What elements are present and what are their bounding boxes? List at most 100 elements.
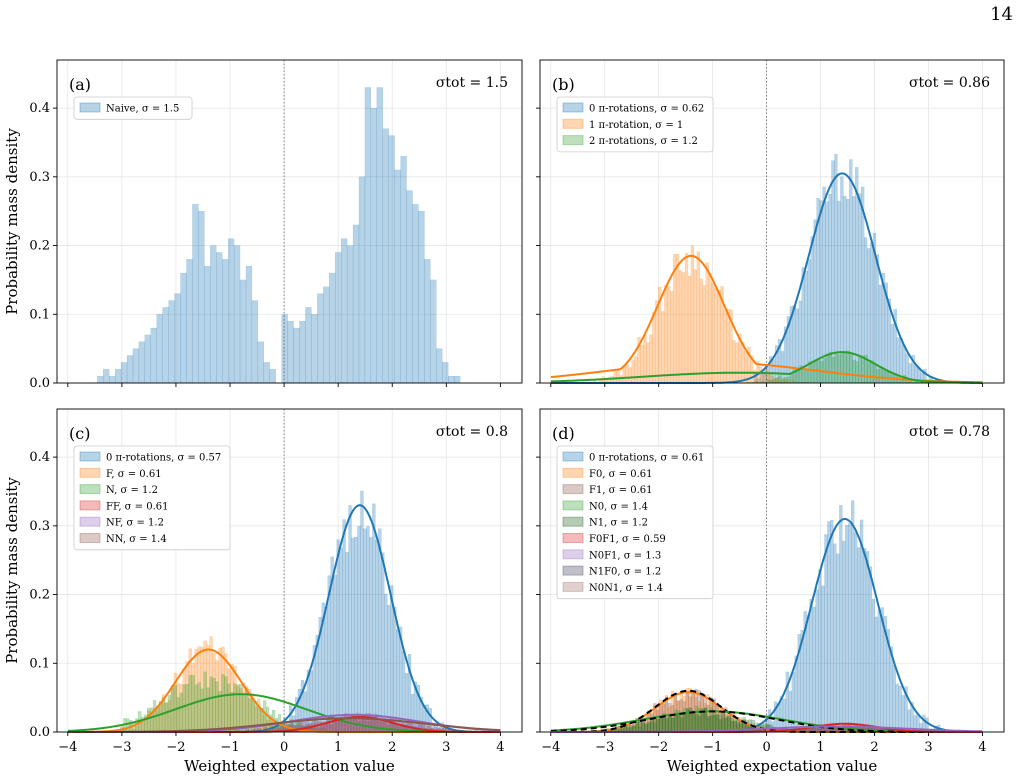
hist-bar [853, 532, 858, 733]
hist-bar [732, 340, 736, 384]
hist-bar [150, 327, 157, 384]
hist-bar [845, 525, 849, 733]
hist-bar [766, 379, 770, 384]
hist-bar [861, 186, 865, 384]
hist-bar [387, 605, 391, 733]
hist-bar [299, 320, 306, 384]
hist-bar [385, 723, 390, 733]
hist-bar [680, 717, 684, 733]
legend-entry: F1, σ = 0.61 [589, 485, 653, 496]
hist-bar [828, 351, 833, 384]
hist-bar [813, 219, 817, 384]
y-tick-label: 0.2 [29, 239, 50, 254]
x-axis-label: Weighted expectation value [667, 757, 878, 775]
hist-bar [877, 609, 882, 733]
hist-bar [631, 359, 635, 384]
legend-swatch [79, 451, 101, 462]
hist-bar [840, 353, 845, 384]
legend-entry: N0F1, σ = 1.3 [589, 550, 661, 561]
hist-bar [849, 159, 853, 384]
hist-bar [418, 211, 425, 384]
hist-bar [790, 373, 794, 384]
hist-bar [382, 128, 389, 384]
hist-bar [350, 719, 354, 733]
legend-swatch [562, 516, 584, 527]
legend-swatch [562, 500, 584, 511]
hist-bar [156, 314, 163, 384]
hist-bar [209, 676, 213, 733]
hist-bar [677, 714, 681, 733]
x-tick-label: 3 [924, 740, 932, 755]
hist-bar [335, 720, 339, 733]
x-tick-label: −3 [112, 740, 131, 755]
hist-bar [221, 674, 225, 733]
hist-bar [120, 362, 128, 384]
hist-bar [696, 251, 700, 384]
hist-bar [339, 547, 343, 733]
hist-bar [665, 717, 669, 733]
legend-entry: NF, σ = 1.2 [106, 518, 164, 529]
hist-bar [695, 714, 699, 733]
legend-entry: 2 π-rotations, σ = 1.2 [589, 136, 698, 147]
hist-bar [848, 523, 852, 733]
hist-bar [138, 341, 146, 384]
hist-bar [194, 684, 198, 733]
panel-label: (b) [552, 75, 575, 94]
hist-bar [675, 254, 680, 384]
hist-bar [239, 279, 247, 384]
legend-swatch [562, 565, 584, 576]
legend-entry: N1, σ = 1.2 [589, 518, 648, 529]
hist-bar [224, 676, 228, 733]
y-tick-label: 0.4 [29, 101, 50, 116]
x-tick-label: −4 [541, 740, 560, 755]
x-tick-label: −3 [595, 740, 614, 755]
hist-bar [453, 375, 461, 384]
hist-bar [245, 266, 253, 384]
legend-swatch [562, 467, 584, 478]
hist-bar [721, 710, 726, 733]
hist-bar [186, 259, 193, 384]
hist-bar [775, 377, 779, 384]
x-tick-label: 0 [280, 740, 288, 755]
hist-bar [203, 671, 207, 733]
hist-bar [650, 720, 654, 733]
axes-frame [56, 59, 523, 384]
hist-bar [784, 377, 788, 384]
hist-bar [674, 713, 678, 733]
hist-bar [210, 245, 217, 384]
hist-bar [335, 252, 342, 384]
hist-bar [714, 288, 718, 384]
hist-bar [200, 688, 204, 733]
x-tick-label: 2 [388, 740, 396, 755]
hist-bar [448, 375, 455, 384]
y-tick-label: 0.1 [29, 307, 50, 322]
panel-label: (c) [69, 424, 90, 443]
hist-bar [806, 615, 810, 733]
hist-bar [871, 599, 876, 733]
hist-bar [388, 135, 395, 384]
hist-bar [317, 721, 321, 733]
hist-bar [170, 685, 175, 733]
hist-bar [384, 593, 388, 733]
fit-curve [67, 693, 501, 733]
hist-bar [818, 569, 822, 733]
legend-entry: 1 π-rotation, σ = 1 [589, 120, 683, 131]
legend-swatch [562, 484, 584, 495]
hist-bar [126, 718, 130, 733]
hist-bar [856, 547, 861, 733]
hist-bar [430, 279, 437, 384]
hist-bar [698, 715, 702, 733]
hist-bar [352, 224, 360, 384]
hist-bar [656, 718, 660, 733]
legend-entry: F0F1, σ = 0.59 [589, 534, 666, 545]
hist-bar [851, 500, 855, 733]
hist-bar [683, 714, 687, 733]
hist-bar [670, 290, 674, 384]
hist-bar [635, 720, 640, 733]
hist-bar [613, 371, 617, 384]
hist-bar [333, 575, 337, 733]
fit-curve [550, 351, 983, 384]
legend-swatch [562, 135, 584, 146]
hist-bar [901, 695, 905, 733]
hist-bar [126, 355, 134, 384]
